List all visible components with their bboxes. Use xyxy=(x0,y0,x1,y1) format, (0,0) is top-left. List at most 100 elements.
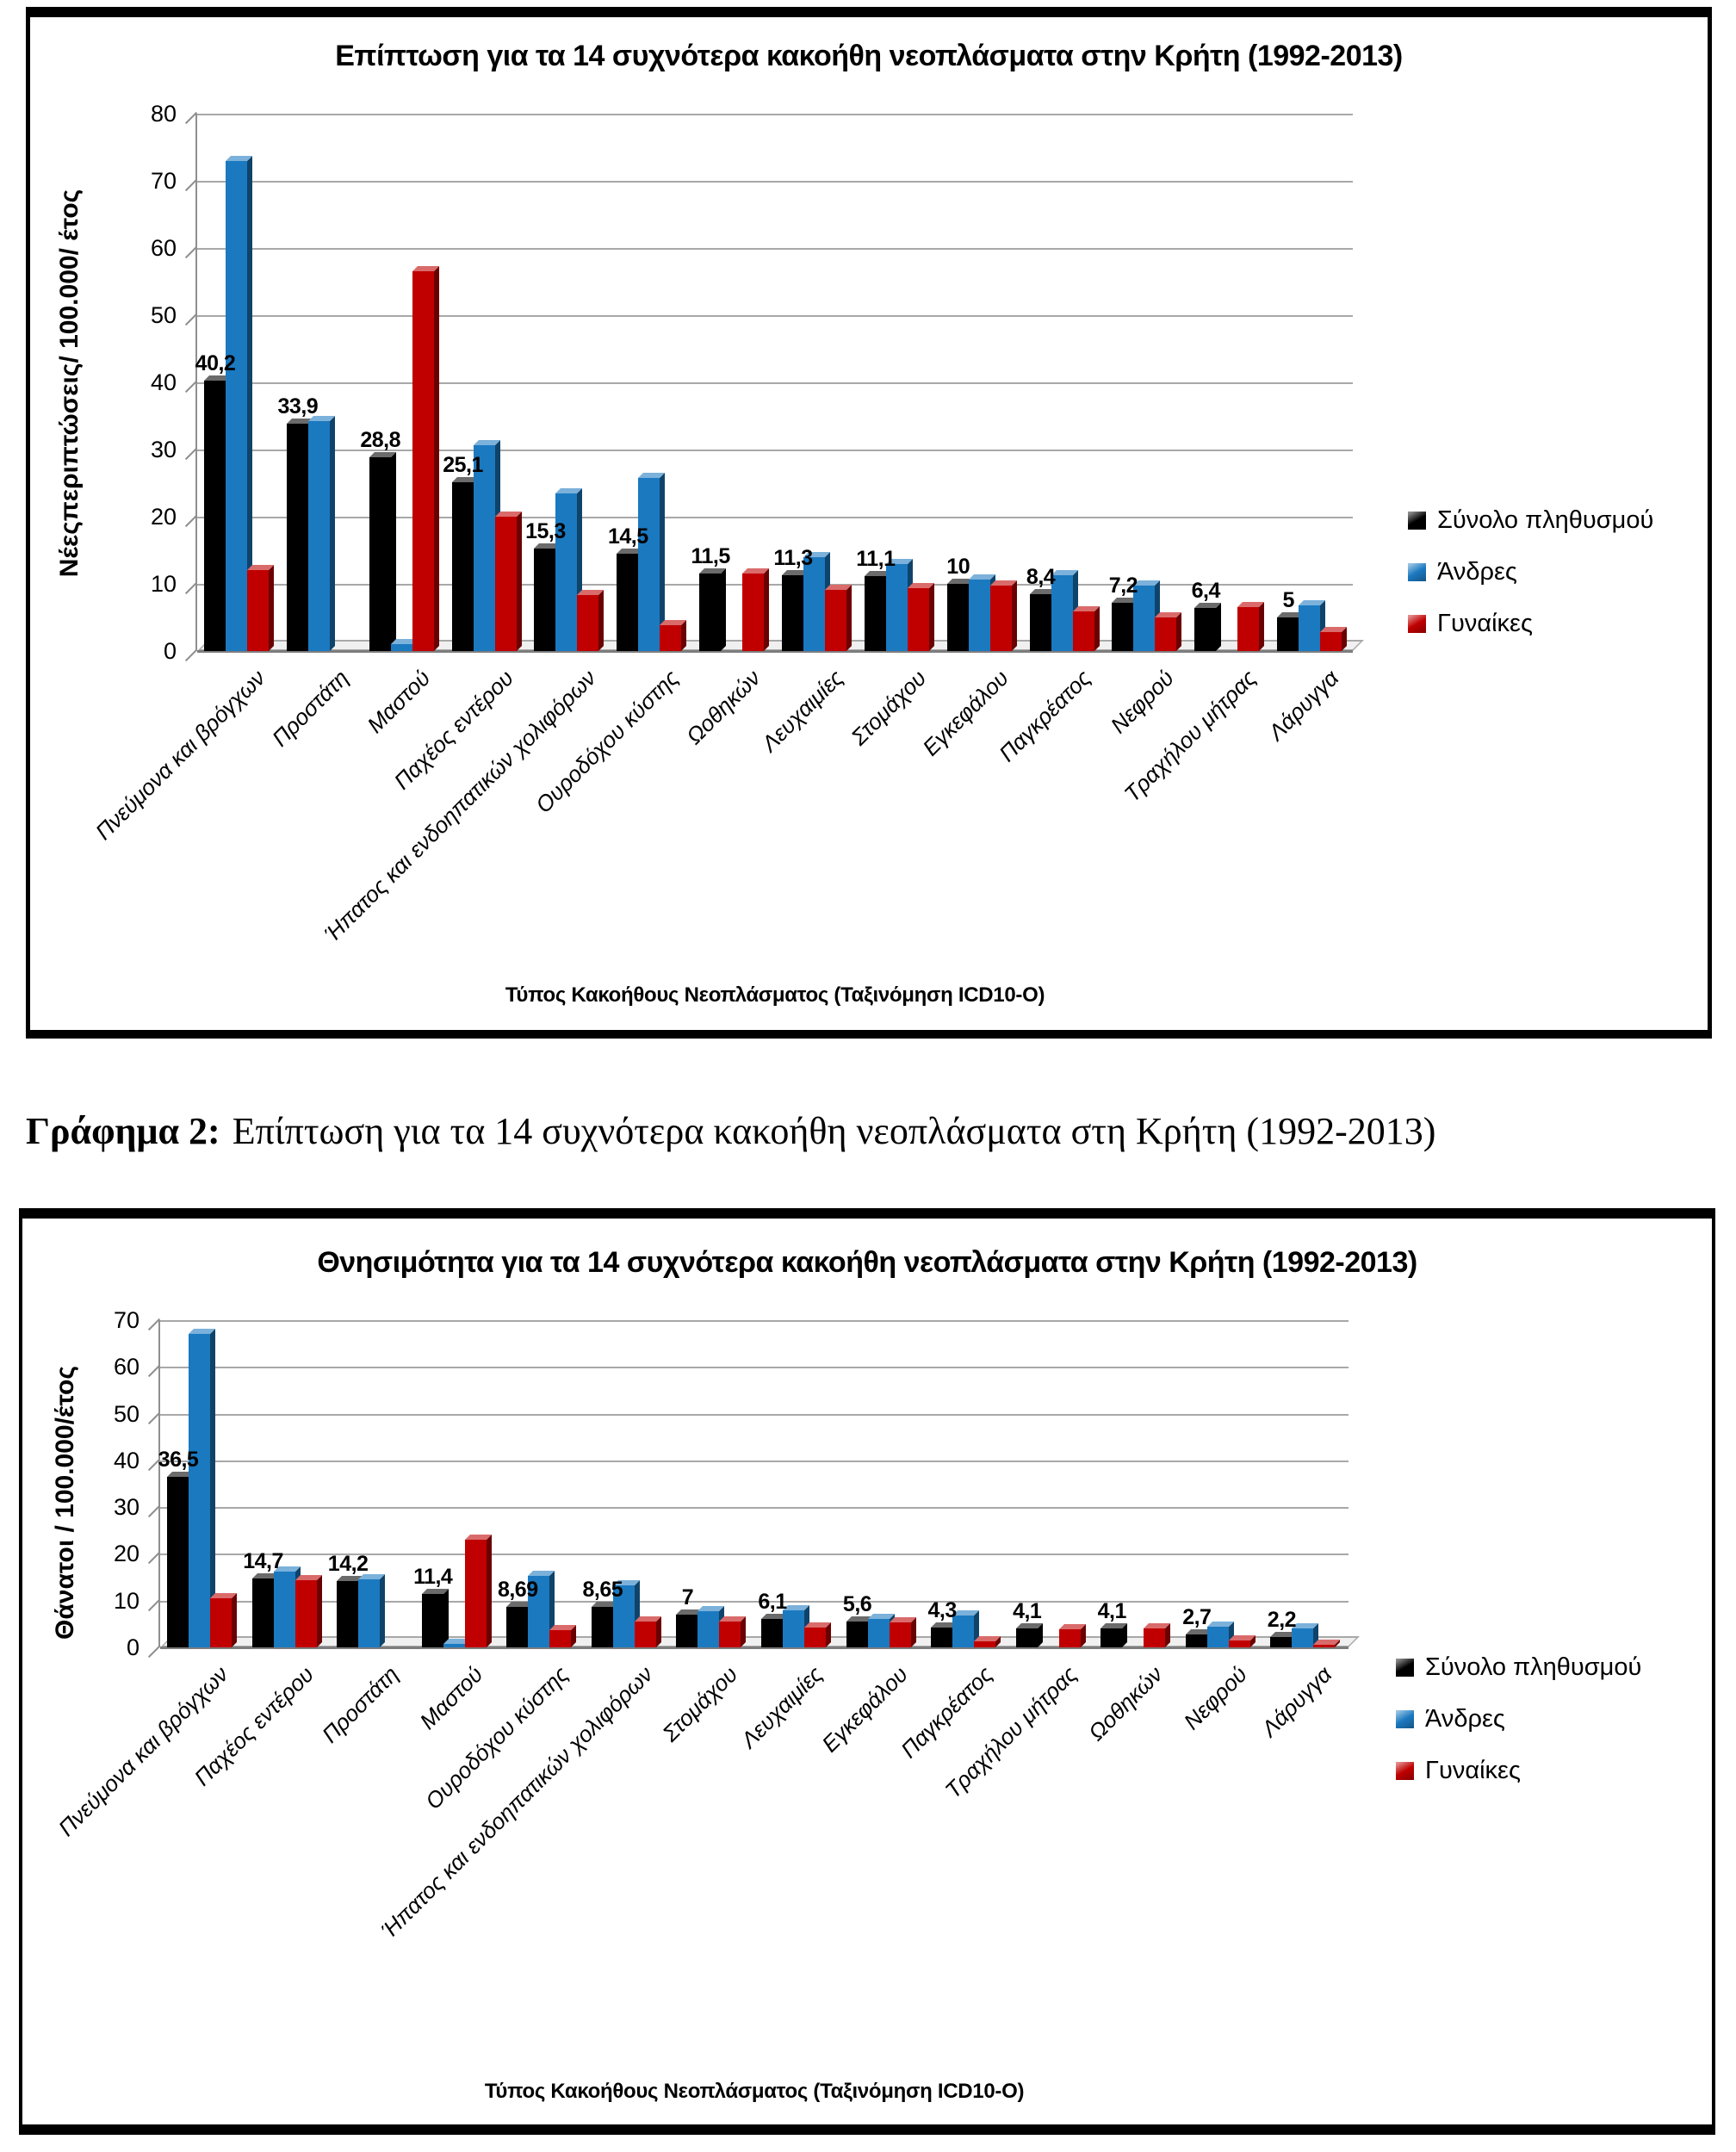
bar-women xyxy=(719,1616,747,1647)
bar-women xyxy=(577,590,604,651)
bar-front-face xyxy=(591,1607,613,1647)
data-label: 11,1 xyxy=(856,547,896,572)
bar-men xyxy=(638,472,666,651)
bar-total xyxy=(1015,1622,1043,1647)
legend-marker-total xyxy=(1396,1659,1414,1677)
category-label: Ωοθηκών xyxy=(1082,1661,1168,1746)
legend-label: Σύνολο πληθυσμού xyxy=(1425,1653,1642,1681)
bar-front-face xyxy=(1277,617,1299,651)
chart-title: Επίπτωση για τα 14 συχνότερα κακοήθη νεο… xyxy=(335,40,1403,72)
bar-front-face xyxy=(803,556,825,651)
legend-item-total: Σύνολο πληθυσμού xyxy=(1396,1653,1641,1682)
legend-item-total: Σύνολο πληθυσμού xyxy=(1408,506,1653,535)
bar-total xyxy=(846,1616,873,1647)
bar-men xyxy=(555,487,583,651)
bar-front-face xyxy=(1072,611,1094,651)
bar-front-face xyxy=(946,584,969,651)
bar-total xyxy=(167,1471,194,1647)
bar-front-face xyxy=(634,1622,656,1647)
bar-front-face xyxy=(286,423,308,651)
y-axis-line xyxy=(195,114,197,651)
bar-front-face xyxy=(1206,1627,1229,1647)
bar-front-face xyxy=(1133,586,1156,651)
legend-item-men: Άνδρες xyxy=(1396,1705,1641,1733)
legend-marker-women xyxy=(1408,615,1426,633)
bar-front-face xyxy=(846,1621,868,1647)
bar-front-face xyxy=(473,445,495,651)
bar-front-face xyxy=(1237,607,1260,651)
bar-front-face xyxy=(719,1621,741,1647)
data-label: 6,4 xyxy=(1191,579,1221,604)
bar-total xyxy=(676,1609,704,1647)
bar-total xyxy=(782,569,809,651)
y-tick-label: 60 xyxy=(113,1354,140,1380)
bar-men xyxy=(473,440,500,651)
bar-front-face xyxy=(1270,1637,1293,1647)
bar-side-face xyxy=(598,590,604,651)
bar-front-face xyxy=(1029,594,1051,651)
gridline xyxy=(160,1460,1348,1462)
bar-men xyxy=(885,558,913,651)
gridline xyxy=(160,1320,1348,1322)
bar-total xyxy=(369,452,396,651)
bar-women xyxy=(464,1535,492,1647)
data-label: 15,3 xyxy=(525,518,566,543)
y-tick-label: 0 xyxy=(126,1634,140,1660)
bar-front-face xyxy=(421,1594,443,1647)
bar-front-face xyxy=(698,1610,720,1647)
bar-front-face xyxy=(549,1629,572,1647)
data-label: 14,7 xyxy=(243,1549,283,1574)
gridline xyxy=(160,1367,1348,1369)
bar-side-face xyxy=(1216,603,1222,651)
bar-women xyxy=(907,583,934,651)
plot-area: 40,2 Πνεύμονα και βρόγχων 33,9 Προστάτη 28,8… xyxy=(90,111,1364,946)
bar-total xyxy=(1185,1629,1212,1647)
bar-side-face xyxy=(329,416,335,651)
legend-marker-women xyxy=(1396,1762,1414,1780)
y-tick-label: 70 xyxy=(113,1307,140,1333)
gridline xyxy=(197,248,1353,250)
category-label: Νεφρού xyxy=(1178,1661,1253,1735)
category-label: Προστάτη xyxy=(316,1661,404,1748)
bar-side-face xyxy=(516,512,522,651)
bar-front-face xyxy=(1228,1640,1250,1647)
category-label: Πνεύμονα και βρόγχων xyxy=(90,665,271,845)
bar-side-face xyxy=(269,565,274,651)
bar-front-face xyxy=(660,624,682,651)
gridline xyxy=(197,315,1353,317)
bar-men xyxy=(443,1639,470,1647)
incidence-chart: Επίπτωση για τα 14 συχνότερα κακοήθη νεο… xyxy=(26,7,1712,1039)
bar-total xyxy=(1194,603,1222,651)
bar-total xyxy=(204,375,231,651)
bar-front-face xyxy=(369,457,391,651)
bar-front-face xyxy=(251,1578,274,1647)
bar-side-face xyxy=(741,1616,747,1647)
legend-item-women: Γυναίκες xyxy=(1396,1757,1641,1785)
data-label: 5,6 xyxy=(842,1591,872,1616)
data-label: 4,1 xyxy=(1097,1598,1127,1623)
figure-caption: Γράφημα 2: Επίπτωση για τα 14 συχνότερα κ… xyxy=(26,1109,1705,1153)
data-label: 4,1 xyxy=(1013,1598,1042,1623)
gridline xyxy=(197,114,1353,115)
data-label: 7,2 xyxy=(1108,573,1138,598)
bar-side-face xyxy=(1011,580,1017,651)
bar-front-face xyxy=(494,517,517,651)
bar-front-face xyxy=(617,553,639,651)
data-label: 2,7 xyxy=(1182,1605,1212,1630)
bar-front-face xyxy=(931,1627,953,1647)
gridline xyxy=(197,584,1353,586)
bar-side-face xyxy=(721,568,727,651)
category-label: Μαστού xyxy=(414,1661,488,1735)
y-tick-label: 40 xyxy=(150,369,177,395)
y-tick-label: 70 xyxy=(150,168,177,194)
category-label: Λάρυγγα xyxy=(1262,665,1344,746)
bar-men xyxy=(1051,569,1078,651)
bar-front-face xyxy=(804,1627,826,1647)
bar-front-face xyxy=(952,1615,975,1647)
bar-total xyxy=(761,1613,788,1647)
legend-label: Άνδρες xyxy=(1425,1705,1505,1733)
bar-women xyxy=(889,1616,916,1647)
bar-total xyxy=(931,1622,958,1647)
bar-men xyxy=(189,1329,215,1647)
legend-label: Γυναίκες xyxy=(1425,1757,1521,1784)
